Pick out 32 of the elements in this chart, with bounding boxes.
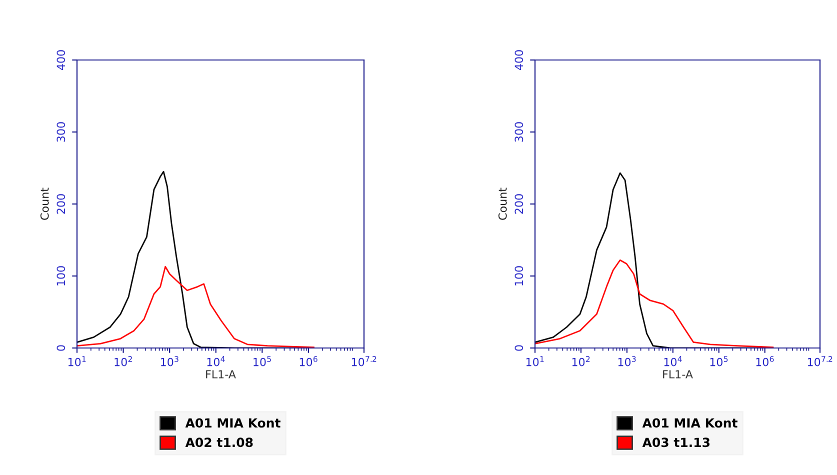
legend-label: A03 t1.13 — [642, 438, 710, 448]
x-tick-label: 10$^{4}$ — [664, 356, 682, 366]
y-tick-label: 100 — [514, 266, 524, 286]
x-tick-label: 10$^{4}$ — [207, 356, 225, 366]
y-tick-label: 0 — [514, 345, 524, 351]
y-tick-label: 200 — [514, 194, 524, 214]
x-tick-label: 10$^{6}$ — [300, 356, 318, 366]
y-axis-title: Count — [40, 188, 49, 220]
x-tick-label: 10$^{3}$ — [161, 356, 178, 366]
y-tick-label: 0 — [56, 345, 66, 351]
legend-label: A01 MIA Kont — [642, 418, 738, 428]
x-tick-label: 10$^{2}$ — [114, 356, 132, 366]
x-tick-label: 10$^{7.2}$ — [808, 356, 832, 366]
x-tick-label: 10$^{6}$ — [756, 356, 774, 366]
x-tick-label: 10$^{7.2}$ — [352, 356, 376, 366]
legend-label: A02 t1.08 — [185, 438, 253, 448]
x-tick-label: 10$^{2}$ — [572, 356, 590, 366]
x-axis-title: FL1-A — [663, 370, 693, 378]
y-tick-label: 400 — [514, 50, 524, 70]
x-tick-label: 10$^{5}$ — [254, 356, 271, 366]
x-tick-label: 10$^{1}$ — [68, 356, 86, 366]
x-axis-title: FL1-A — [206, 370, 236, 378]
y-tick-label: 100 — [56, 266, 66, 286]
x-tick-label: 10$^{5}$ — [710, 356, 728, 366]
x-tick-label: 10$^{1}$ — [526, 356, 544, 366]
y-tick-label: 300 — [56, 122, 66, 142]
y-axis-title: Count — [498, 188, 507, 220]
x-tick-label: 10$^{3}$ — [618, 356, 636, 366]
y-tick-label: 200 — [56, 194, 66, 214]
y-tick-label: 300 — [514, 122, 524, 142]
legend-label: A01 MIA Kont — [185, 418, 280, 428]
y-tick-label: 400 — [56, 50, 66, 70]
